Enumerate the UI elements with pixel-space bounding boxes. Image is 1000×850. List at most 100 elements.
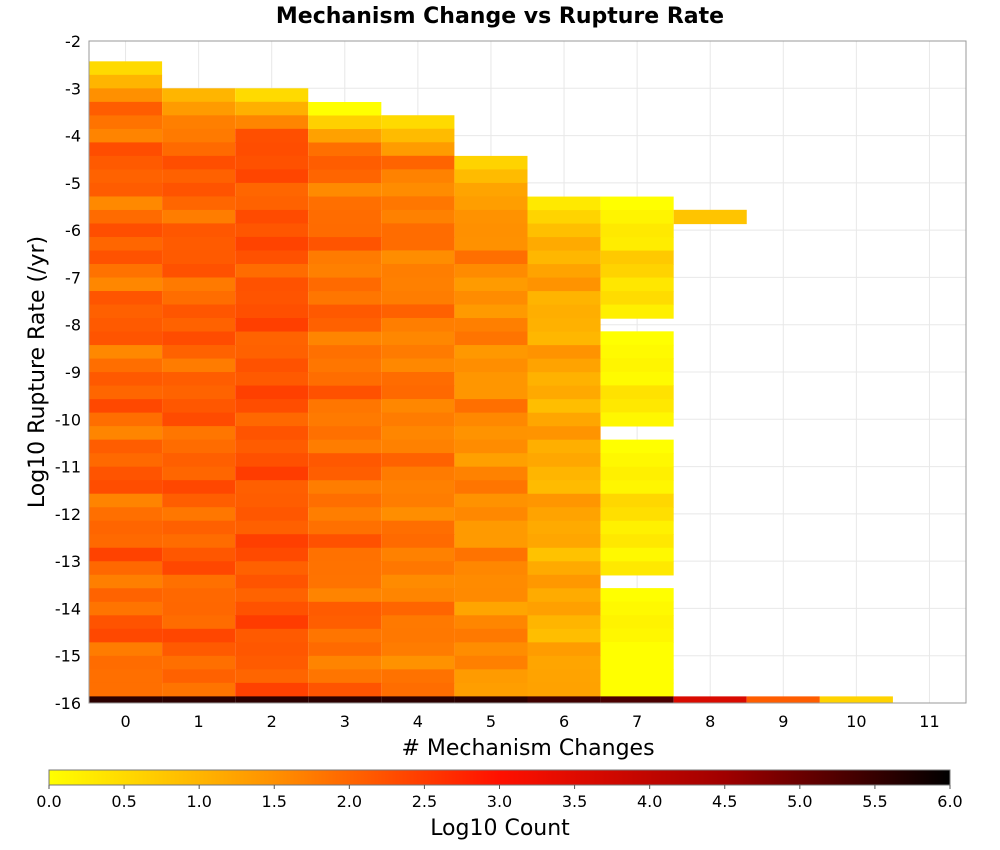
x-tick-labels: 0 1 2 3 4 5 6 7 8 9 10 11 xyxy=(120,712,939,731)
heatmap-cell xyxy=(235,399,309,414)
heatmap-cell xyxy=(89,601,163,616)
heatmap-cell xyxy=(308,453,382,468)
heatmap-cell xyxy=(89,223,163,238)
heatmap-cell xyxy=(235,561,309,576)
heatmap-cell xyxy=(235,115,309,130)
heatmap-cell xyxy=(381,277,455,292)
heatmap-cell xyxy=(235,331,309,346)
heatmap-cell xyxy=(454,372,528,387)
heatmap-cell xyxy=(235,426,309,441)
heatmap-cell xyxy=(527,615,601,630)
heatmap-cell xyxy=(673,696,747,703)
heatmap-cell xyxy=(454,574,528,589)
heatmap-cell xyxy=(89,264,163,279)
heatmap-cell xyxy=(235,345,309,360)
heatmap-cell xyxy=(454,642,528,657)
x-tick-label: 5 xyxy=(486,712,496,731)
heatmap-cell xyxy=(454,426,528,441)
heatmap-cell xyxy=(527,655,601,670)
heatmap-cell xyxy=(235,142,309,157)
heatmap-cell xyxy=(308,156,382,171)
heatmap-cell xyxy=(308,547,382,562)
heatmap-cell xyxy=(381,601,455,616)
heatmap-cell xyxy=(162,263,236,279)
heatmap-cell xyxy=(162,88,236,103)
heatmap-cell xyxy=(454,331,528,346)
x-tick-label: 0 xyxy=(120,712,130,731)
heatmap-cell xyxy=(600,210,674,225)
heatmap-cell xyxy=(235,290,309,306)
heatmap-cell xyxy=(381,561,455,576)
heatmap-cell xyxy=(308,399,382,414)
heatmap-cell xyxy=(527,345,601,360)
heatmap-cell xyxy=(308,345,382,360)
heatmap-cell xyxy=(235,412,309,427)
heatmap-cell xyxy=(600,398,674,413)
heatmap-cell xyxy=(381,344,455,360)
heatmap-cell xyxy=(454,277,528,292)
colorbar-tick-label: 5.5 xyxy=(862,792,887,811)
heatmap-cell xyxy=(600,561,674,576)
heatmap-cell xyxy=(89,507,163,522)
heatmap-cell xyxy=(162,155,236,170)
heatmap-cell xyxy=(308,277,382,292)
colorbar-tick-label: 3.5 xyxy=(562,792,587,811)
heatmap-cell xyxy=(381,290,455,306)
heatmap-cell xyxy=(527,696,601,703)
heatmap-cell xyxy=(162,480,236,495)
heatmap-cell xyxy=(308,466,382,481)
heatmap-cell xyxy=(527,358,601,373)
heatmap-cell xyxy=(162,588,236,603)
heatmap-cell xyxy=(454,655,528,670)
heatmap-cell xyxy=(600,601,674,616)
heatmap-cell xyxy=(162,655,236,670)
heatmap-cell xyxy=(308,169,382,184)
x-tick-label: 4 xyxy=(413,712,423,731)
colorbar-tick-label: 2.5 xyxy=(412,792,437,811)
heatmap-cell xyxy=(600,628,674,643)
x-tick-label: 2 xyxy=(267,712,277,731)
heatmap-cell xyxy=(235,304,309,319)
heatmap-cell xyxy=(162,439,236,454)
heatmap-cell xyxy=(381,331,455,346)
heatmap-cell xyxy=(527,547,601,562)
heatmap-cell xyxy=(673,209,747,225)
heatmap-cell xyxy=(235,642,309,657)
heatmap-cell xyxy=(89,453,163,468)
heatmap-cell xyxy=(600,371,674,386)
heatmap-cell xyxy=(527,480,601,495)
heatmap-cell xyxy=(527,574,601,589)
heatmap-cell xyxy=(600,493,674,508)
heatmap-cell xyxy=(381,669,455,684)
heatmap-cell xyxy=(89,196,163,211)
heatmap-cell xyxy=(454,236,528,252)
heatmap-cell xyxy=(381,412,455,427)
heatmap-cell xyxy=(162,250,236,265)
heatmap-cell xyxy=(308,480,382,495)
heatmap-cell xyxy=(600,642,674,657)
heatmap-cell xyxy=(454,182,528,198)
heatmap-cell xyxy=(235,615,309,630)
heatmap-cell xyxy=(235,493,309,508)
heatmap-cell xyxy=(308,183,382,198)
heatmap-cell xyxy=(527,493,601,508)
heatmap-cell xyxy=(600,358,674,373)
heatmap-cell xyxy=(162,372,236,387)
colorbar-tick-label: 4.5 xyxy=(712,792,737,811)
heatmap-cell xyxy=(162,101,236,116)
heatmap-cell xyxy=(454,601,528,616)
heatmap-cell xyxy=(89,547,163,562)
heatmap-cell xyxy=(454,345,528,360)
heatmap-cell xyxy=(89,209,163,225)
heatmap-cell xyxy=(381,507,455,522)
heatmap-cell xyxy=(527,682,601,697)
heatmap-cell xyxy=(89,669,163,684)
heatmap-cell xyxy=(235,209,309,225)
chart-title: Mechanism Change vs Rupture Rate xyxy=(276,4,724,29)
heatmap-cell xyxy=(162,426,236,441)
heatmap-cell xyxy=(162,696,236,703)
heatmap-cell xyxy=(600,264,674,279)
heatmap-cell xyxy=(381,169,455,184)
colorbar-tick-label: 1.5 xyxy=(262,792,287,811)
heatmap-cell xyxy=(308,669,382,684)
